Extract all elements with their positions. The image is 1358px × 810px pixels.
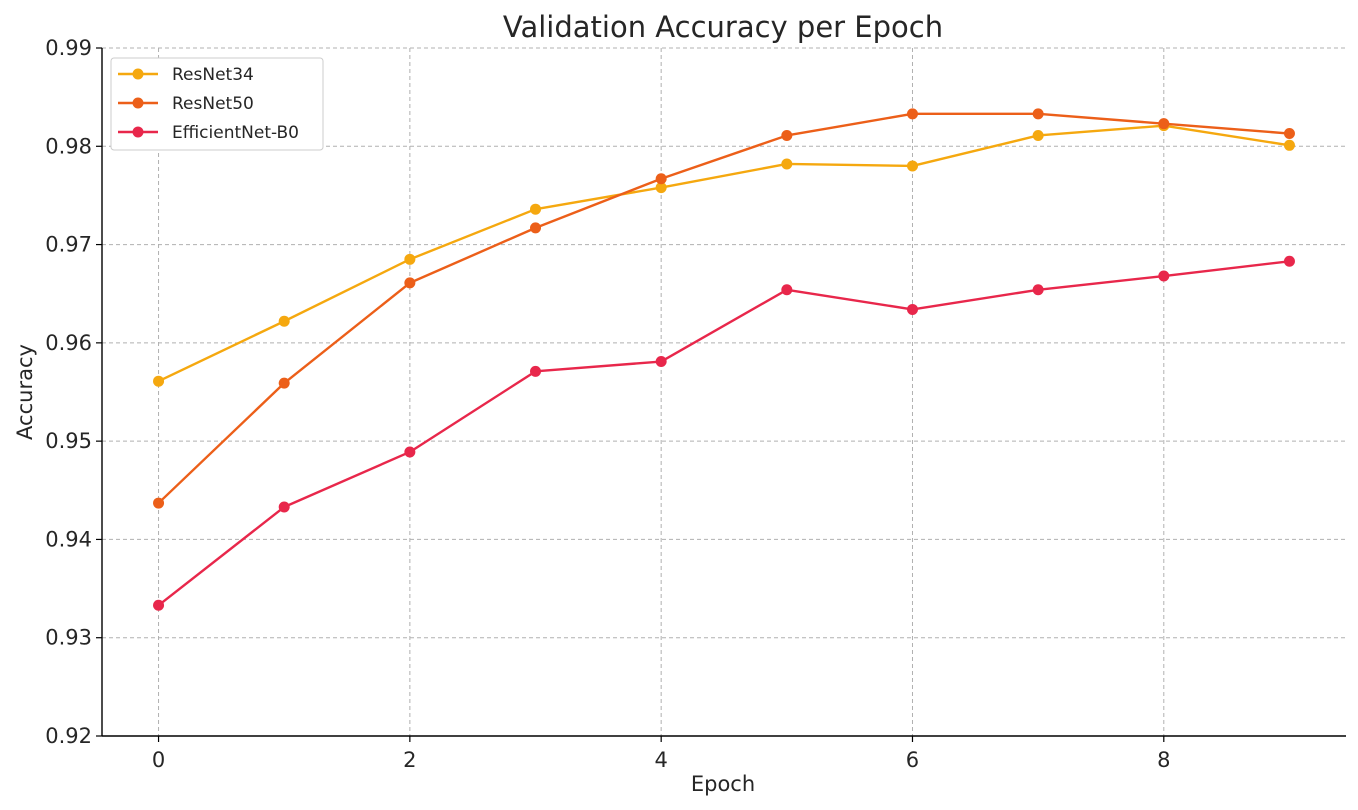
series-line-efficientnet-b0 xyxy=(157,260,1291,607)
data-point-resnet50 xyxy=(655,173,667,185)
data-point-efficientnet-b0 xyxy=(1032,284,1044,296)
data-point-resnet34 xyxy=(404,253,416,265)
x-tick-label: 2 xyxy=(403,748,416,772)
data-point-resnet50 xyxy=(1283,128,1295,140)
legend-swatch-marker xyxy=(132,126,144,138)
y-tick-label: 0.96 xyxy=(45,331,92,355)
chart-title: Validation Accuracy per Epoch xyxy=(503,10,943,44)
series-line-resnet50 xyxy=(157,112,1291,505)
data-point-efficientnet-b0 xyxy=(153,599,165,611)
y-tick-label: 0.92 xyxy=(45,724,92,748)
data-point-efficientnet-b0 xyxy=(781,284,793,296)
data-point-resnet34 xyxy=(1283,139,1295,151)
data-point-efficientnet-b0 xyxy=(530,365,542,377)
legend-label: ResNet50 xyxy=(172,94,254,114)
x-tick-label: 4 xyxy=(654,748,667,772)
legend-swatch-marker xyxy=(132,68,144,80)
y-tick-label: 0.93 xyxy=(45,626,92,650)
data-point-efficientnet-b0 xyxy=(906,303,918,315)
series-efficientnet-b0 xyxy=(153,255,1295,611)
data-point-resnet34 xyxy=(153,375,165,387)
data-point-resnet34 xyxy=(655,182,667,194)
series-line-resnet34 xyxy=(157,124,1291,383)
y-tick-label: 0.95 xyxy=(45,429,92,453)
data-point-resnet34 xyxy=(278,315,290,327)
y-tick-label: 0.94 xyxy=(45,527,92,551)
data-point-resnet50 xyxy=(1158,118,1170,130)
tick-labels: 0.92 0.93 0.94 0.95 0.96 0.97 0.98 0.99 0 2 4 6 8 xyxy=(45,36,1170,772)
data-point-resnet34 xyxy=(530,203,542,215)
grid xyxy=(102,47,1346,736)
x-tick-label: 8 xyxy=(1157,748,1170,772)
series-resnet50 xyxy=(153,108,1295,509)
data-point-resnet50 xyxy=(1032,108,1044,120)
y-tick-label: 0.97 xyxy=(45,233,92,257)
data-point-resnet50 xyxy=(530,222,542,234)
data-point-resnet50 xyxy=(153,497,165,509)
x-axis-label: Epoch xyxy=(691,772,755,796)
data-point-resnet50 xyxy=(906,108,918,120)
data-point-resnet50 xyxy=(781,129,793,141)
y-tick-label: 0.99 xyxy=(45,36,92,60)
data-point-efficientnet-b0 xyxy=(278,501,290,513)
y-axis-label: Accuracy xyxy=(13,344,37,440)
legend-box xyxy=(110,57,324,151)
axes xyxy=(101,48,1346,737)
data-point-efficientnet-b0 xyxy=(1283,255,1295,267)
data-point-efficientnet-b0 xyxy=(404,446,416,458)
legend: ResNet34 ResNet50 EfficientNet-B0 xyxy=(110,57,324,151)
data-point-resnet50 xyxy=(278,377,290,389)
series-resnet34 xyxy=(153,120,1295,387)
series-layer xyxy=(153,108,1295,611)
legend-label: ResNet34 xyxy=(172,65,254,85)
data-point-resnet34 xyxy=(781,158,793,170)
legend-label: EfficientNet-B0 xyxy=(172,123,299,143)
data-point-resnet34 xyxy=(906,160,918,172)
legend-entry-resnet50: ResNet50 xyxy=(118,94,254,114)
legend-swatch-marker xyxy=(132,97,144,109)
data-point-resnet50 xyxy=(404,277,416,289)
x-tick-label: 0 xyxy=(152,748,165,772)
legend-entry-resnet34: ResNet34 xyxy=(118,65,254,85)
data-point-efficientnet-b0 xyxy=(655,356,667,368)
data-point-resnet34 xyxy=(1032,129,1044,141)
y-tick-label: 0.98 xyxy=(45,134,92,158)
legend-entry-efficientnet-b0: EfficientNet-B0 xyxy=(118,123,299,143)
data-point-efficientnet-b0 xyxy=(1158,270,1170,282)
x-tick-label: 6 xyxy=(906,748,919,772)
